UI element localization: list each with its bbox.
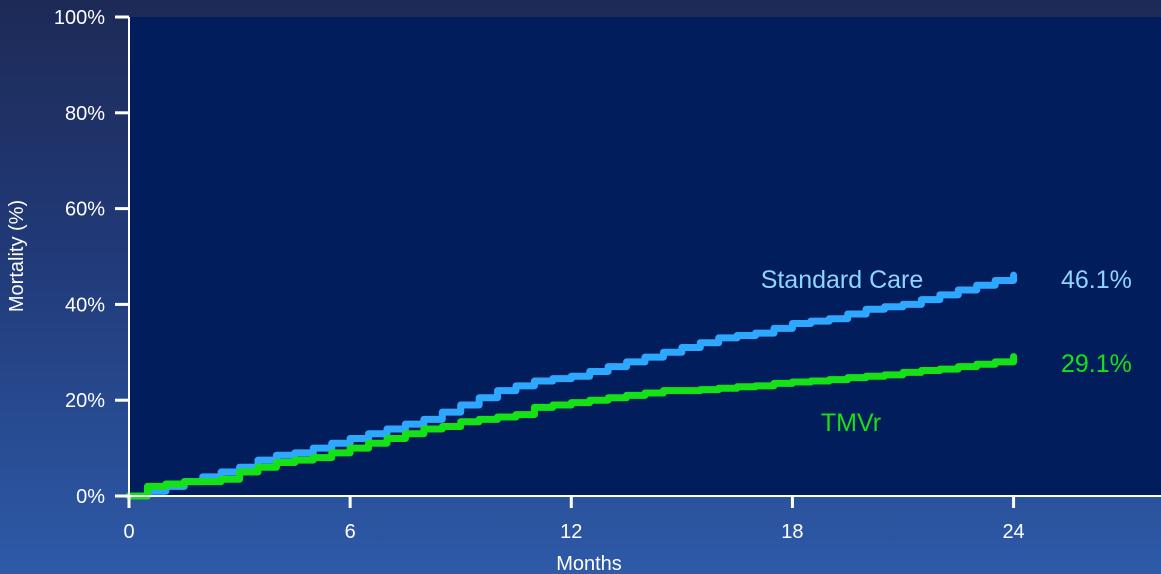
x-tick-label: 12: [560, 521, 582, 543]
end-label-standard-care: 46.1%: [1061, 266, 1132, 294]
y-tick-label: 60%: [65, 199, 105, 221]
y-axis-title: Mortality (%): [6, 200, 28, 312]
x-tick-label: 24: [1002, 521, 1024, 543]
x-tick-label: 18: [781, 521, 803, 543]
end-label-tmvr: 29.1%: [1061, 350, 1132, 378]
y-tick-label: 0%: [76, 486, 105, 508]
x-tick-label: 0: [123, 521, 134, 543]
series-label-tmvr: TMVr: [821, 409, 881, 437]
y-tick-label: 20%: [65, 390, 105, 412]
x-axis-title: Months: [556, 553, 622, 574]
series-label-standard-care: Standard Care: [761, 266, 924, 294]
y-tick-label: 40%: [65, 294, 105, 316]
plot-area: [129, 17, 1161, 496]
series-line-standard-care: [125, 271, 1018, 500]
x-tick-label: 6: [345, 521, 356, 543]
y-tick-label: 80%: [65, 103, 105, 125]
series-line-tmvr: [125, 353, 1018, 500]
y-tick-label: 100%: [54, 7, 105, 29]
